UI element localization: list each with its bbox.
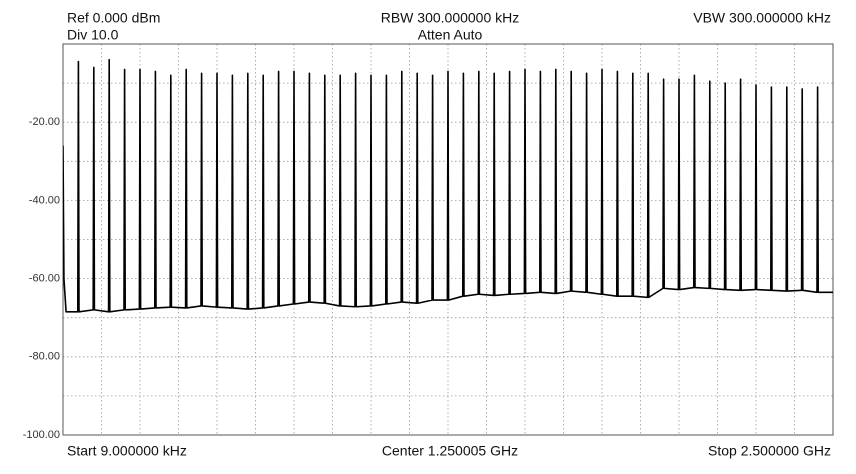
y-tick-label: -60.00 (29, 273, 60, 285)
vbw: VBW 300.000000 kHz (693, 10, 831, 26)
trace-area (63, 58, 833, 313)
rbw: RBW 300.000000 kHz (381, 10, 520, 26)
ref-level: Ref 0.000 dBm (67, 10, 160, 26)
div-scale: Div 10.0 (67, 27, 119, 43)
y-tick-label: -40.00 (29, 194, 60, 206)
attenuation: Atten Auto (418, 27, 483, 43)
spectrum-trace (63, 58, 833, 313)
start-frequency: Start 9.000000 kHz (67, 443, 187, 459)
stop-frequency: Stop 2.500000 GHz (708, 443, 831, 459)
center-frequency: Center 1.250005 GHz (382, 443, 518, 459)
y-tick-label: -100.00 (23, 429, 60, 441)
y-tick-label: -20.00 (29, 116, 60, 128)
y-tick-label: -80.00 (29, 351, 60, 363)
